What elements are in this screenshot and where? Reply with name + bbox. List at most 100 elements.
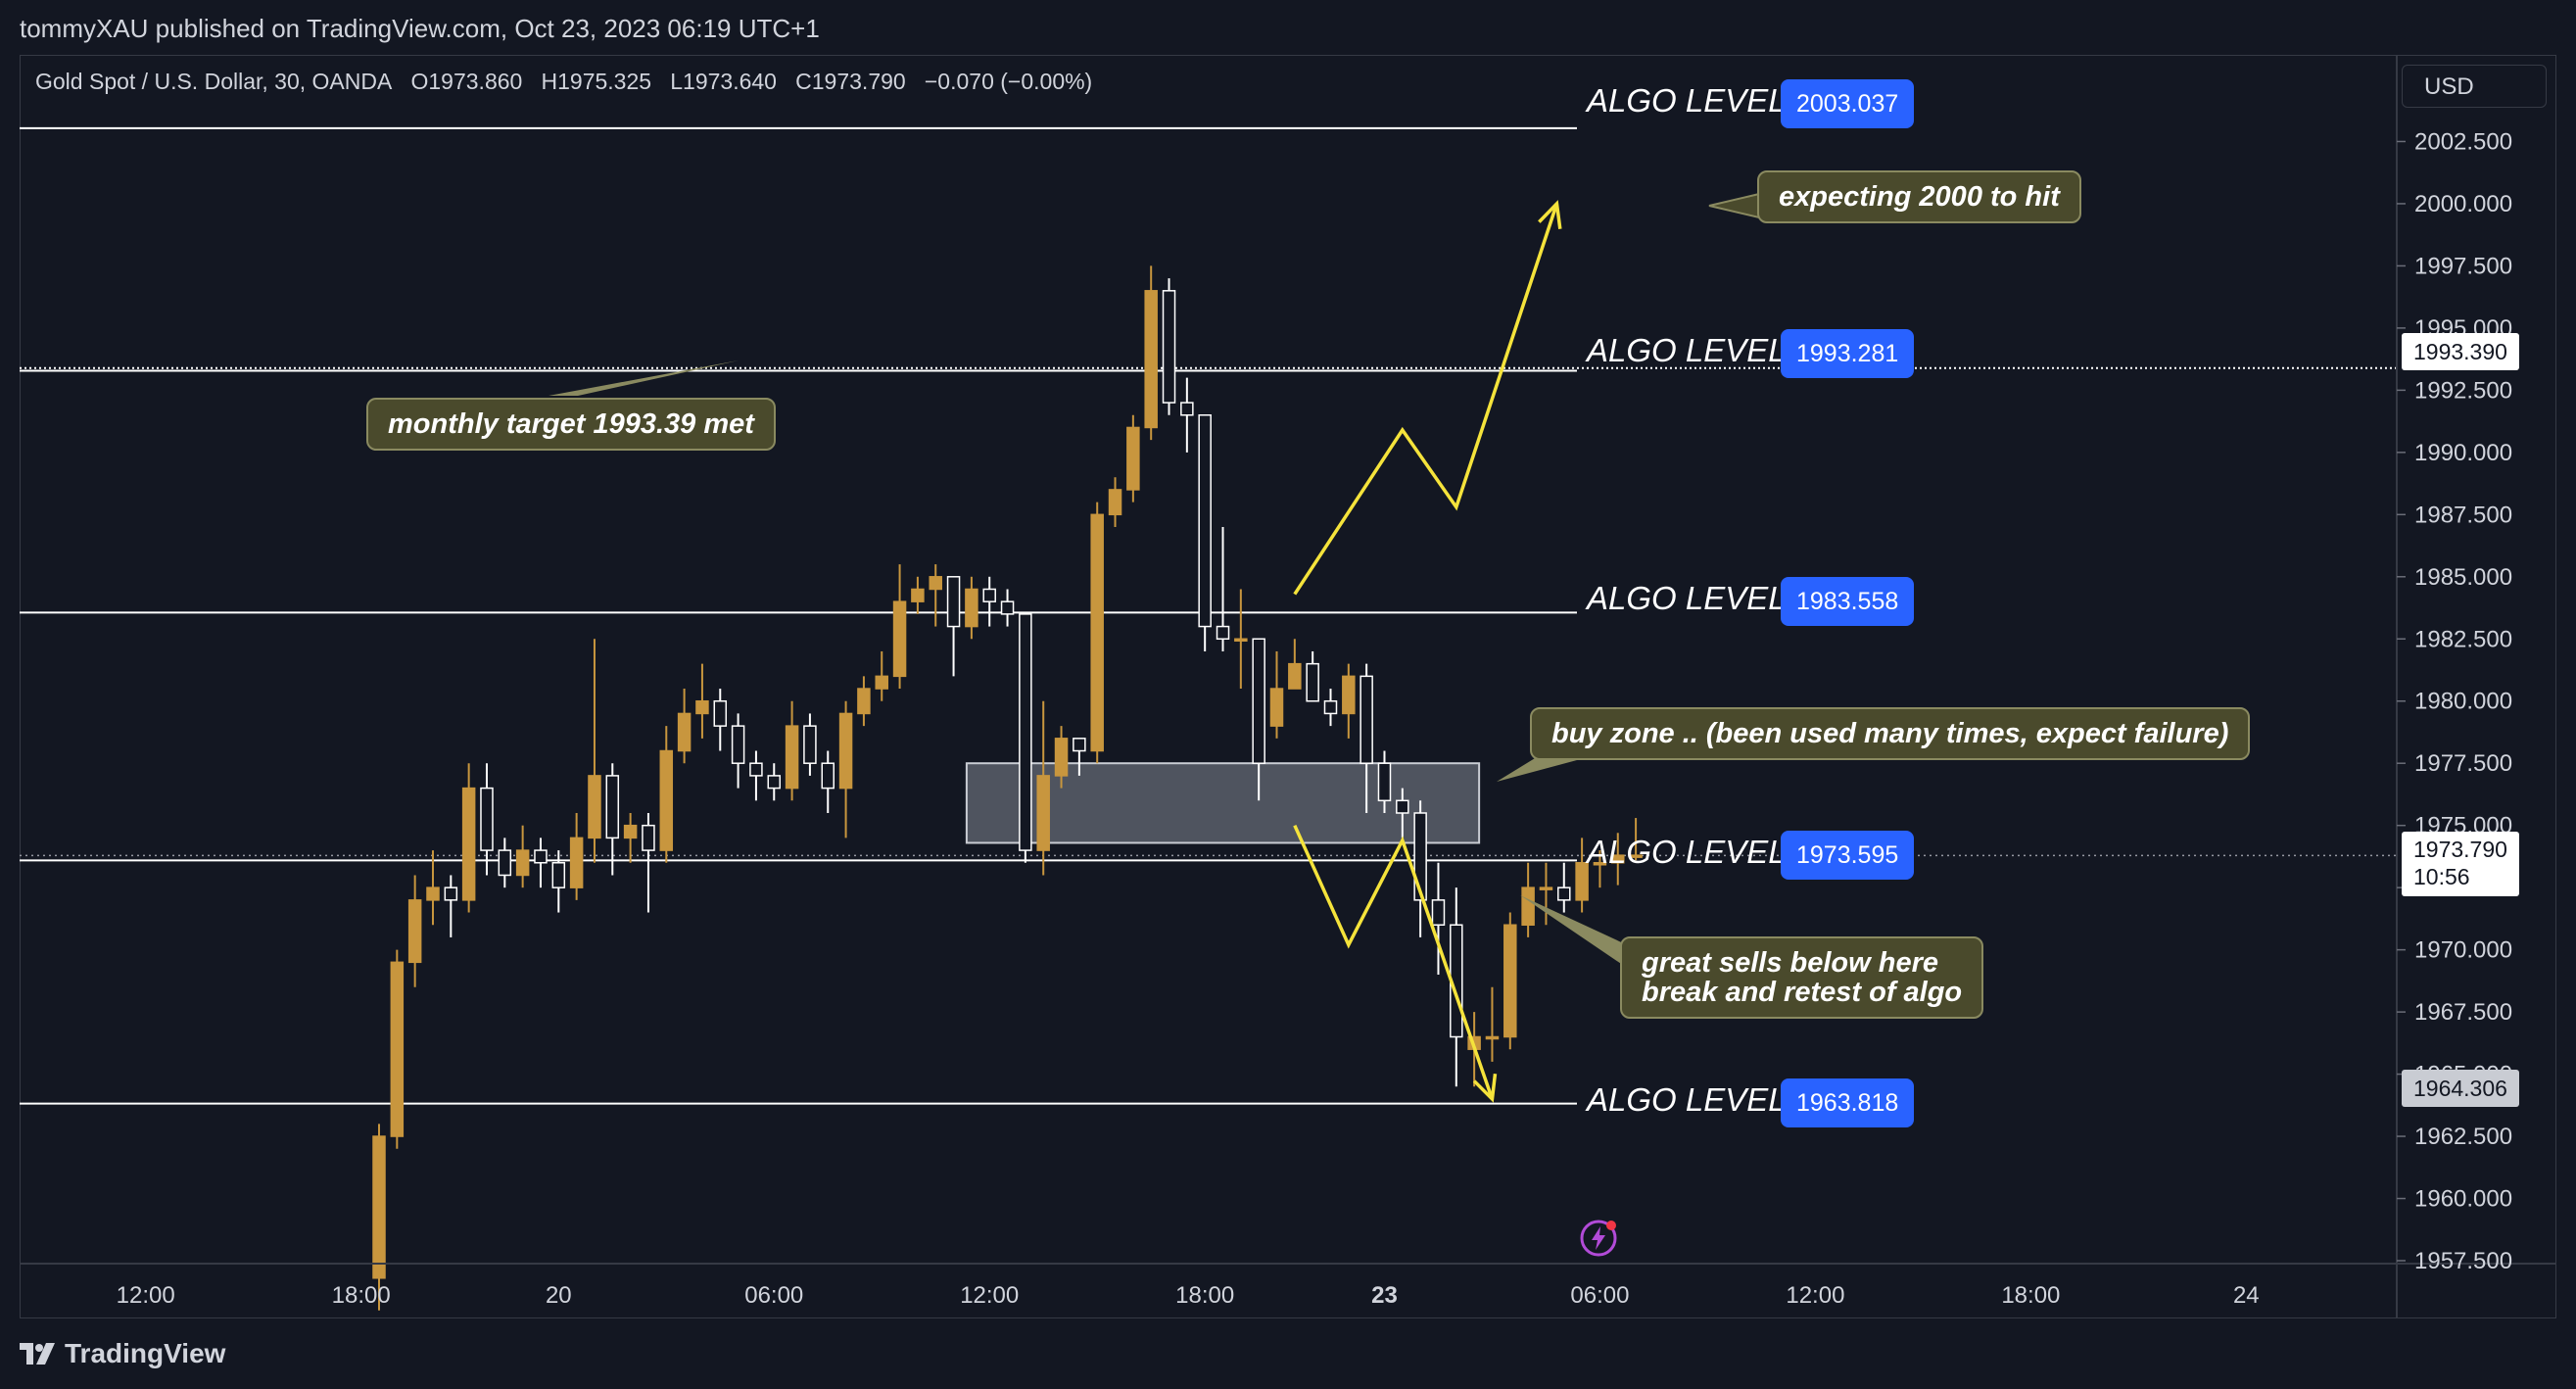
algo-level-badge-4: 1973.595	[1781, 831, 1915, 880]
x-tick-label: 18:00	[332, 1282, 391, 1309]
callout-great-sells: great sells below here break and retest …	[1620, 936, 1984, 1019]
candle	[1019, 613, 1032, 863]
candle	[946, 576, 961, 677]
lightning-icon[interactable]	[1579, 1219, 1618, 1258]
y-tick-label: 1990.000	[2414, 440, 2512, 466]
callout-expecting: expecting 2000 to hit	[1757, 170, 2081, 223]
algo-level-badge-3: 1983.558	[1781, 577, 1915, 626]
low-value: 1973.640	[683, 69, 777, 94]
x-tick-label: 18:00	[1175, 1282, 1234, 1309]
candle	[623, 812, 638, 863]
candle	[929, 564, 942, 627]
x-tick-label: 06:00	[1570, 1282, 1629, 1309]
candle	[875, 650, 888, 701]
open-label: O	[410, 69, 429, 94]
candle	[838, 700, 853, 838]
y-tick-label: 1977.500	[2414, 750, 2512, 777]
candle	[498, 838, 512, 888]
currency-selector[interactable]: USD	[2402, 65, 2547, 108]
candle	[695, 663, 709, 739]
y-tick-label: 1962.500	[2414, 1124, 2512, 1150]
algo-level-label-3: ALGO LEVEL	[1587, 580, 1787, 616]
candle	[1611, 833, 1625, 886]
candle	[1162, 278, 1176, 415]
candle	[1557, 862, 1571, 913]
projection-up-arrowhead	[1538, 200, 1562, 229]
candle	[1180, 377, 1194, 453]
projection-down-arrowhead	[1472, 1073, 1498, 1103]
x-tick-label: 12:00	[960, 1282, 1019, 1309]
candle	[444, 875, 458, 937]
algo-level-badge-1: 2003.037	[1781, 79, 1915, 128]
x-tick-label: 23	[1371, 1282, 1398, 1309]
candle	[1413, 800, 1427, 937]
candle	[1396, 788, 1409, 838]
tradingview-logo[interactable]: TradingView	[20, 1338, 225, 1369]
bar-countdown: 10:56	[2413, 864, 2470, 889]
candle	[407, 875, 422, 987]
candle	[390, 949, 405, 1149]
algo-level-label-1: ALGO LEVEL	[1587, 82, 1787, 119]
tradingview-logo-icon	[20, 1343, 55, 1365]
y-tick-label: 1997.500	[2414, 253, 2512, 279]
close-label: C	[795, 69, 812, 94]
candle	[1073, 738, 1086, 776]
algo-level-badge-5: 1963.818	[1781, 1078, 1915, 1127]
projection-down	[1293, 824, 1495, 1100]
algo-level-label-2: ALGO LEVEL	[1587, 332, 1787, 368]
low-label: L	[670, 69, 684, 94]
published-info: tommyXAU published on TradingView.com, O…	[20, 14, 820, 43]
x-tick-label: 12:00	[117, 1282, 175, 1309]
candle	[857, 676, 871, 727]
projections	[1293, 200, 1562, 1103]
candle	[892, 564, 907, 690]
candle	[1234, 589, 1248, 690]
algo-level-label-4: ALGO LEVEL	[1587, 834, 1787, 870]
candle	[1144, 265, 1158, 441]
callout-great-sells-line2: break and retest of algo	[1642, 977, 1963, 1008]
candle	[1503, 912, 1517, 1050]
candle	[767, 763, 782, 801]
algo-level-label-5: ALGO LEVEL	[1587, 1081, 1787, 1118]
candle	[588, 639, 601, 863]
candle	[642, 812, 655, 913]
candle	[605, 763, 620, 876]
algo-level-lines	[20, 126, 2396, 1105]
candle	[1090, 502, 1104, 764]
pointer-expecting	[1708, 192, 1760, 219]
candle	[965, 576, 978, 640]
candle	[785, 700, 799, 801]
candle	[1485, 986, 1500, 1062]
candle	[1323, 689, 1338, 727]
change-value: −0.070 (−0.00%)	[924, 69, 1093, 94]
pointer-great-sells	[1520, 895, 1630, 970]
y-tick-label: 1987.500	[2414, 502, 2512, 528]
candle	[821, 750, 835, 813]
candle	[461, 763, 476, 913]
candles	[372, 265, 1643, 1311]
pointer-monthly	[549, 360, 739, 396]
high-label: H	[541, 69, 558, 94]
monthly-target-price-tag: 1993.390	[2402, 333, 2519, 370]
y-tick-label: 1957.500	[2414, 1248, 2512, 1274]
candle	[1036, 700, 1050, 876]
x-tick-label: 12:00	[1786, 1282, 1844, 1309]
low-marker-price-tag: 1964.306	[2402, 1070, 2519, 1107]
x-tick-label: 06:00	[744, 1282, 803, 1309]
last-price-value: 1973.790	[2413, 837, 2507, 862]
symbol-name: Gold Spot / U.S. Dollar, 30, OANDA	[35, 69, 393, 94]
last-price-tag: 1973.790 10:56	[2402, 832, 2519, 896]
candle	[659, 726, 674, 863]
candle	[569, 812, 584, 900]
candle	[1360, 663, 1373, 813]
candle	[1288, 639, 1302, 690]
algo-level-badge-2: 1993.281	[1781, 329, 1915, 378]
chart-frame	[20, 55, 2556, 1318]
candle	[713, 689, 728, 751]
top-bar: tommyXAU published on TradingView.com, O…	[0, 0, 2576, 55]
candle	[515, 825, 530, 888]
y-tick-label: 1960.000	[2414, 1186, 2512, 1213]
buy-zone-rect	[965, 762, 1481, 844]
candle	[1269, 650, 1284, 739]
